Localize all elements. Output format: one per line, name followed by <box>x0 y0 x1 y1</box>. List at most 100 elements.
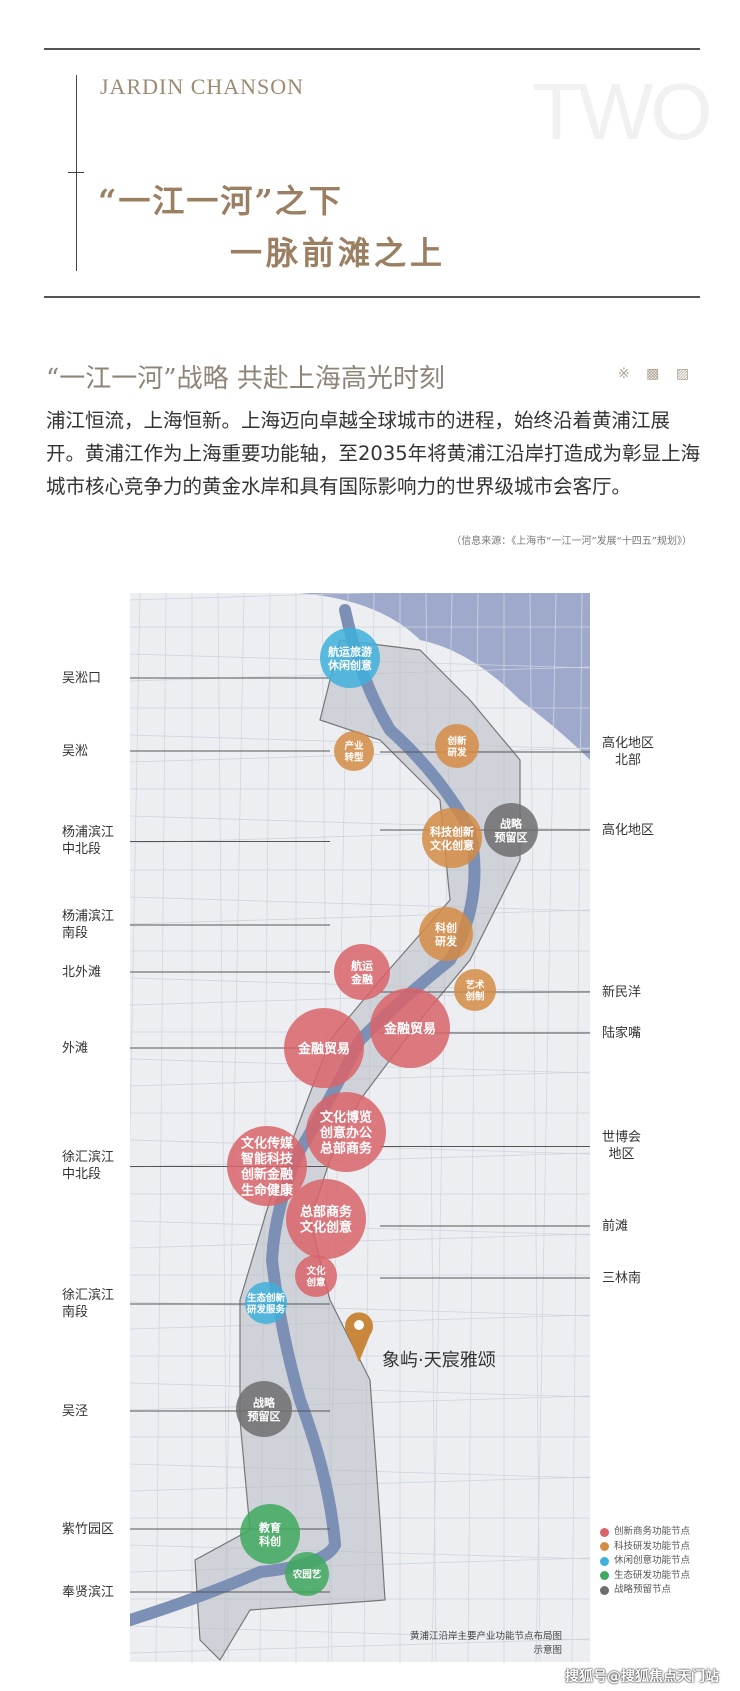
node-label-line: 航运 <box>351 959 373 973</box>
street <box>217 593 229 1662</box>
ornament-icon: ※ ▩ ▨ <box>618 366 696 382</box>
node-label: 创新研发 <box>446 735 467 758</box>
section-number-watermark: TWO <box>532 67 713 156</box>
node-label-line: 创制 <box>464 990 485 1002</box>
legend-dot-icon <box>600 1542 609 1552</box>
legend-item: 创新商务功能节点 <box>600 1525 690 1540</box>
left-place-label: 徐汇滨江 中北段 <box>62 1150 115 1182</box>
left-place-label: 杨浦滨江 中北段 <box>62 825 115 857</box>
rule-tick <box>68 172 84 173</box>
node-label-line: 航运旅游 <box>328 645 372 659</box>
node-label-line: 战略 <box>253 1396 276 1410</box>
node-leisure <box>320 628 380 688</box>
brand-name: JARDIN CHANSON <box>100 74 305 99</box>
map-caption: 黄浦江沿岸主要产业功能节点布局图 示意图 <box>410 1630 562 1658</box>
street <box>223 593 245 1662</box>
street <box>130 1638 590 1654</box>
right-place-label: 世博会 地区 <box>602 1130 642 1162</box>
node-tech <box>334 731 374 771</box>
node-eco <box>240 1504 300 1564</box>
caption-line-2: 示意图 <box>533 1645 563 1656</box>
right-place-label: 高化地区 北部 <box>602 736 655 768</box>
top-divider <box>44 48 700 50</box>
left-place-label: 徐汇滨江 南段 <box>62 1288 115 1320</box>
node-label-line: 创新金融 <box>240 1167 293 1183</box>
title-line-2: 一脉前滩之上 <box>230 234 447 272</box>
location-pin-icon <box>344 1312 373 1362</box>
node-label-line: 文化博览 <box>320 1109 372 1125</box>
node-label: 文化创意 <box>305 1265 326 1288</box>
location-pin-hole <box>354 1320 364 1330</box>
node-label-line: 总部商务 <box>300 1204 353 1220</box>
node-label-line: 生命健康 <box>241 1182 294 1198</box>
left-place-label: 杨浦滨江 南段 <box>62 909 115 941</box>
node-label-line: 研发服务 <box>247 1303 286 1315</box>
legend-item: 休闲创意功能节点 <box>600 1554 690 1569</box>
street <box>155 593 167 1662</box>
left-place-label: 紫竹园区 <box>62 1522 115 1537</box>
legend-label: 休闲创意功能节点 <box>614 1555 691 1566</box>
node-reserve <box>484 803 538 857</box>
node-leisure <box>245 1282 287 1324</box>
map-legend: 创新商务功能节点 科技研发功能节点 休闲创意功能节点生态研发功能节点 战略预留节点 <box>600 1525 690 1598</box>
legend-item: 生态研发功能节点 <box>600 1569 690 1584</box>
node-label-line: 创意 <box>305 1276 326 1288</box>
node-label-line: 产业 <box>344 740 364 752</box>
right-place-label: 前滩 <box>602 1219 629 1234</box>
street <box>535 593 557 1662</box>
project-label: 象屿·天宸雅颂 <box>382 1350 496 1371</box>
node-label: 生态创新研发服务 <box>247 1292 286 1315</box>
legend-label: 创新商务功能节点 <box>614 1526 691 1537</box>
node-label: 艺术创制 <box>464 979 485 1002</box>
node-label-line: 创新 <box>446 735 467 747</box>
node-business <box>334 944 390 1000</box>
node-label-line: 转型 <box>344 751 364 763</box>
node-label-line: 教育 <box>258 1521 281 1535</box>
left-place-label: 北外滩 <box>62 965 102 980</box>
node-business <box>284 1008 364 1088</box>
node-label-line: 金融贸易 <box>297 1041 350 1057</box>
node-label: 文化传媒智能科技创新金融生命健康 <box>240 1136 294 1199</box>
street <box>571 593 583 1662</box>
node-label-line: 预留区 <box>248 1409 281 1423</box>
node-label-line: 科创 <box>435 921 457 935</box>
node-label: 文化博览创意办公总部商务 <box>319 1109 373 1156</box>
node-eco <box>285 1552 329 1596</box>
node-label-line: 研发 <box>447 746 467 758</box>
legend-label: 战略预留节点 <box>614 1584 672 1595</box>
node-label: 金融贸易 <box>383 1021 436 1037</box>
node-label-line: 生态创新 <box>247 1292 286 1304</box>
node-label-line: 金融 <box>350 972 373 986</box>
legend-label: 科技研发功能节点 <box>614 1540 691 1552</box>
caption-line-1: 黄浦江沿岸主要产业功能节点布局图 <box>410 1631 563 1642</box>
legend-item: 科技研发功能节点 <box>600 1540 690 1555</box>
node-label-line: 休闲创意 <box>327 658 372 672</box>
street <box>529 593 541 1662</box>
node-label-line: 文化创意 <box>430 838 474 852</box>
node-label-line: 文化创意 <box>300 1220 352 1236</box>
node-label: 科技创新文化创意 <box>430 825 474 852</box>
legend-dot-icon <box>600 1527 609 1537</box>
right-place-label: 新民洋 <box>602 985 642 1000</box>
left-place-label: 吴泾 <box>62 1404 89 1419</box>
node-label-line: 总部商务 <box>320 1141 373 1157</box>
node-tech <box>435 724 479 768</box>
node-tech <box>454 969 496 1011</box>
node-label: 教育科创 <box>258 1521 281 1548</box>
node-business <box>227 1126 307 1206</box>
node-label-line: 智能科技 <box>241 1151 294 1167</box>
node-label-line: 预留区 <box>495 830 528 844</box>
street <box>130 909 590 925</box>
street <box>130 896 590 912</box>
node-business <box>306 1092 386 1172</box>
node-label: 金融贸易 <box>297 1041 350 1057</box>
node-label-line: 金融贸易 <box>383 1021 436 1037</box>
node-label-line: 艺术 <box>465 979 485 991</box>
node-label-line: 科技创新 <box>430 825 474 839</box>
node-label: 产业转型 <box>344 740 364 763</box>
node-business <box>295 1255 337 1297</box>
node-label-line: 科创 <box>259 1534 281 1548</box>
legend-dot-icon <box>600 1556 609 1566</box>
right-place-label: 陆家嘴 <box>602 1026 642 1041</box>
